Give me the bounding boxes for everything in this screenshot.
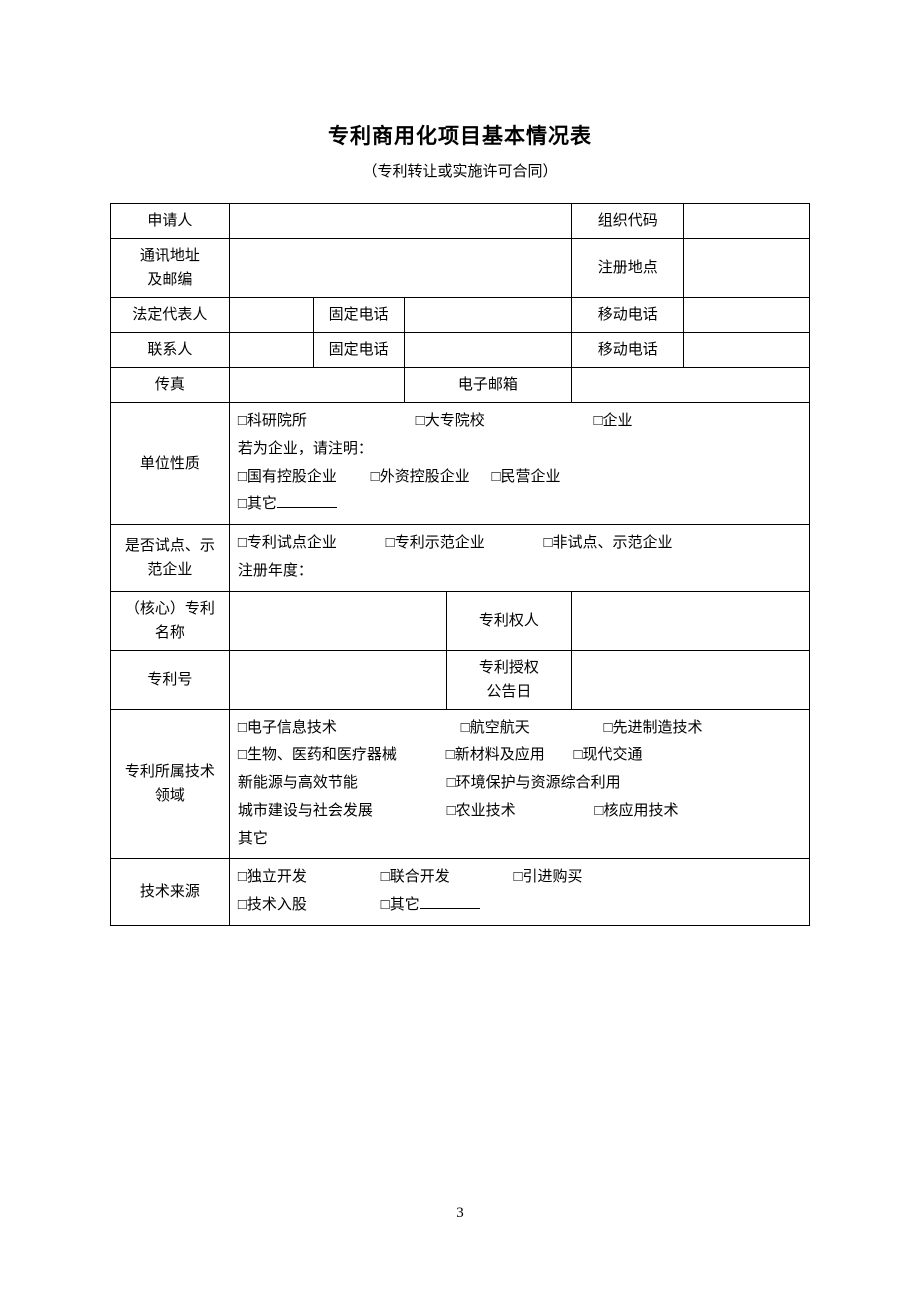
- label-applicant: 申请人: [111, 204, 230, 239]
- techfield-opt9[interactable]: 城市建设与社会发展: [238, 803, 373, 819]
- unit-nature-opt3[interactable]: □企业: [593, 413, 632, 429]
- techfield-opt8[interactable]: □环境保护与资源综合利用: [447, 775, 621, 791]
- label-email: 电子邮箱: [404, 368, 572, 403]
- techsource-opt3[interactable]: □引进购买: [513, 869, 582, 885]
- label-org-code: 组织代码: [572, 204, 684, 239]
- field-patent-no[interactable]: [229, 650, 446, 709]
- label-reg-location: 注册地点: [572, 239, 684, 298]
- field-unit-nature[interactable]: □科研院所 □大专院校 □企业 若为企业，请注明： □国有控股企业 □外资控股企…: [229, 403, 809, 525]
- page-title: 专利商用化项目基本情况表: [110, 120, 810, 150]
- unit-nature-note: 若为企业，请注明：: [238, 441, 373, 457]
- techfield-opt11[interactable]: □核应用技术: [594, 803, 678, 819]
- field-email[interactable]: [572, 368, 810, 403]
- field-fixed-phone-2[interactable]: [404, 333, 572, 368]
- field-mobile-phone-1[interactable]: [684, 298, 810, 333]
- field-tech-source[interactable]: □独立开发 □联合开发 □引进购买 □技术入股 □其它: [229, 859, 809, 926]
- techfield-opt1[interactable]: □电子信息技术: [238, 720, 337, 736]
- pilot-opt1[interactable]: □专利试点企业: [238, 535, 337, 551]
- label-tech-field: 专利所属技术 领域: [111, 709, 230, 859]
- label-unit-nature: 单位性质: [111, 403, 230, 525]
- label-fixed-phone-1: 固定电话: [313, 298, 404, 333]
- label-patent-auth-date: 专利授权 公告日: [446, 650, 572, 709]
- unit-nature-opt6[interactable]: □民营企业: [491, 469, 560, 485]
- field-address[interactable]: [229, 239, 571, 298]
- field-applicant[interactable]: [229, 204, 571, 239]
- field-tech-field[interactable]: □电子信息技术 □航空航天 □先进制造技术 □生物、医药和医疗器械 □新材料及应…: [229, 709, 809, 859]
- techfield-opt10[interactable]: □农业技术: [447, 803, 516, 819]
- label-mobile-phone-1: 移动电话: [572, 298, 684, 333]
- unit-nature-opt2[interactable]: □大专院校: [416, 413, 485, 429]
- unit-nature-opt5[interactable]: □外资控股企业: [371, 469, 470, 485]
- field-patent-name[interactable]: [229, 591, 446, 650]
- label-legal-rep: 法定代表人: [111, 298, 230, 333]
- techsource-opt4[interactable]: □技术入股: [238, 897, 307, 913]
- unit-nature-opt7[interactable]: □其它: [238, 496, 277, 512]
- techfield-opt7[interactable]: 新能源与高效节能: [238, 775, 358, 791]
- label-patent-no: 专利号: [111, 650, 230, 709]
- form-table: 申请人 组织代码 通讯地址 及邮编 注册地点 法定代表人 固定电话 移动电话 联…: [110, 203, 810, 926]
- field-mobile-phone-2[interactable]: [684, 333, 810, 368]
- techsource-opt1[interactable]: □独立开发: [238, 869, 307, 885]
- techsource-opt5[interactable]: □其它: [381, 897, 420, 913]
- techfield-opt5[interactable]: □新材料及应用: [446, 747, 545, 763]
- pilot-opt2[interactable]: □专利示范企业: [386, 535, 485, 551]
- techsource-opt2[interactable]: □联合开发: [381, 869, 450, 885]
- label-address: 通讯地址 及邮编: [111, 239, 230, 298]
- field-fixed-phone-1[interactable]: [404, 298, 572, 333]
- unit-nature-opt1[interactable]: □科研院所: [238, 413, 307, 429]
- page-number: 3: [0, 1205, 920, 1222]
- label-patent-holder: 专利权人: [446, 591, 572, 650]
- field-legal-rep[interactable]: [229, 298, 313, 333]
- label-patent-name: （核心）专利 名称: [111, 591, 230, 650]
- techfield-opt4[interactable]: □生物、医药和医疗器械: [238, 747, 397, 763]
- field-fax[interactable]: [229, 368, 404, 403]
- field-patent-holder[interactable]: [572, 591, 810, 650]
- pilot-opt3[interactable]: □非试点、示范企业: [543, 535, 672, 551]
- label-tech-source: 技术来源: [111, 859, 230, 926]
- label-contact: 联系人: [111, 333, 230, 368]
- pilot-note: 注册年度：: [238, 563, 313, 579]
- techfield-opt6[interactable]: □现代交通: [573, 747, 642, 763]
- field-pilot-demo[interactable]: □专利试点企业 □专利示范企业 □非试点、示范企业 注册年度：: [229, 525, 809, 592]
- label-pilot-demo: 是否试点、示 范企业: [111, 525, 230, 592]
- unit-nature-opt4[interactable]: □国有控股企业: [238, 469, 337, 485]
- techfield-opt2[interactable]: □航空航天: [461, 720, 530, 736]
- field-reg-location[interactable]: [684, 239, 810, 298]
- field-patent-auth-date[interactable]: [572, 650, 810, 709]
- label-mobile-phone-2: 移动电话: [572, 333, 684, 368]
- techfield-opt12[interactable]: 其它: [238, 831, 268, 847]
- label-fixed-phone-2: 固定电话: [313, 333, 404, 368]
- techfield-opt3[interactable]: □先进制造技术: [603, 720, 702, 736]
- field-org-code[interactable]: [684, 204, 810, 239]
- field-contact[interactable]: [229, 333, 313, 368]
- page-subtitle: （专利转让或实施许可合同）: [110, 160, 810, 181]
- label-fax: 传真: [111, 368, 230, 403]
